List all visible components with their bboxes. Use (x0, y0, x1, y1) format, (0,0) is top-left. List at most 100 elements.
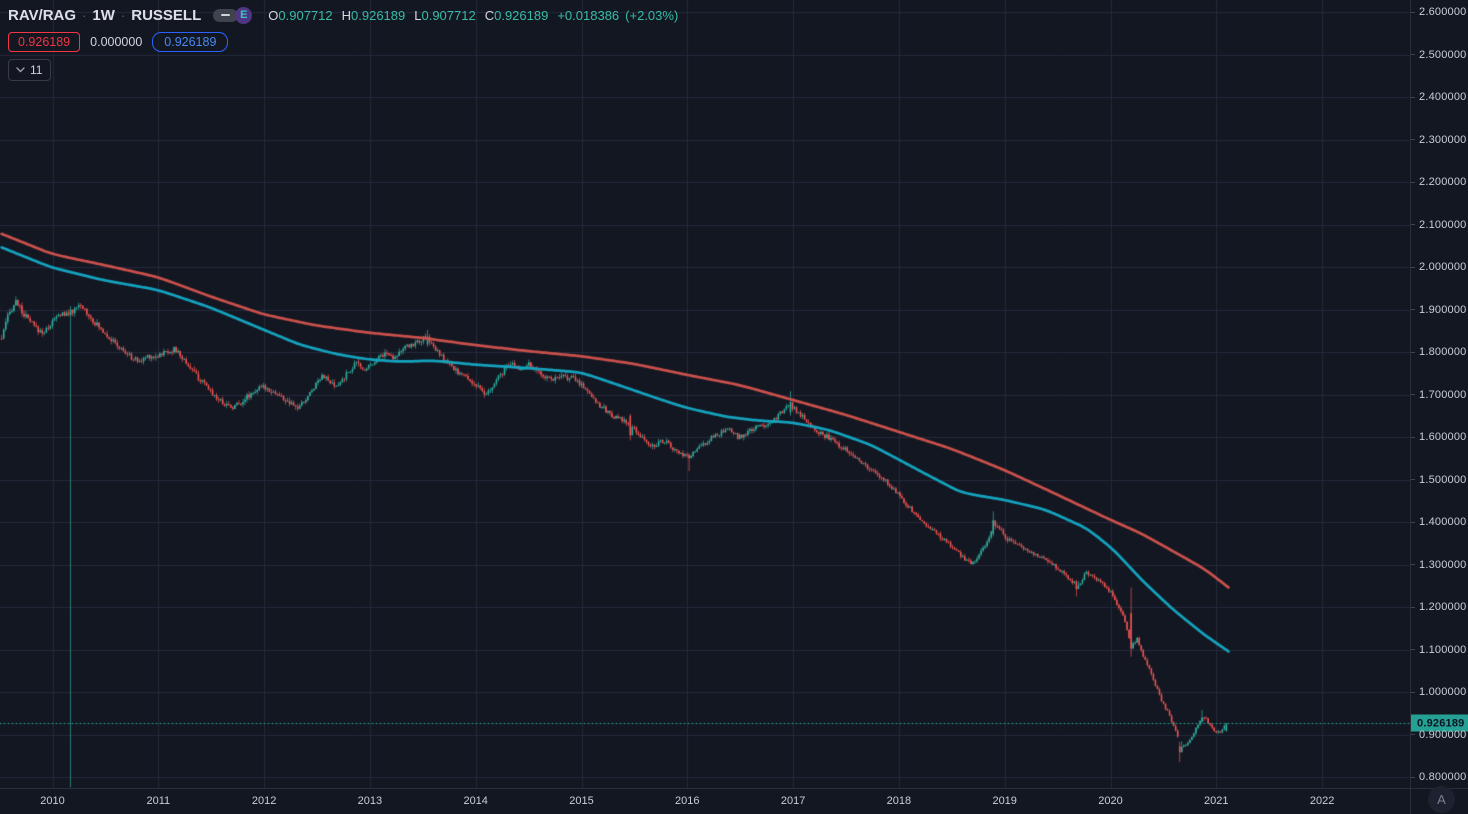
price-tick: 1.100000 (1411, 644, 1466, 656)
spread-value: 0.000000 (90, 35, 143, 49)
tick-mark (1411, 54, 1415, 55)
price-tick: 1.900000 (1411, 304, 1466, 316)
price-tick: 1.300000 (1411, 559, 1466, 571)
price-tick: 1.600000 (1411, 431, 1466, 443)
year-tick-label: 2016 (675, 795, 700, 807)
tick-mark (1411, 351, 1415, 353)
interval-label[interactable]: 1W (92, 6, 115, 24)
price-tick-label: 2.100000 (1419, 218, 1467, 231)
price-tick: 2.600000 (1411, 6, 1466, 18)
price-axis[interactable]: 0.926189 2.600000 2.500000 2.400000 2.30000… (1410, 0, 1468, 788)
hidden-items-count: 11 (30, 63, 43, 77)
tick-mark (1411, 309, 1415, 310)
high-label: H (341, 7, 352, 23)
tick-mark (1411, 691, 1415, 693)
tick-mark (1411, 11, 1415, 13)
price-tick-label: 2.600000 (1419, 6, 1467, 18)
separator-dot: · (82, 7, 87, 23)
tick-mark (1411, 224, 1415, 225)
tick-mark (1411, 734, 1415, 735)
change-percent: (+2.03%) (625, 7, 679, 23)
tick-mark (1411, 776, 1415, 778)
price-tick: 0.800000 (1411, 771, 1466, 783)
price-tick-label: 0.800000 (1419, 771, 1467, 783)
auto-scale-button[interactable]: A (1428, 786, 1455, 813)
chart-legend: RAV/RAG · 1W · RUSSELL E O 0.907712 H 0.92… (8, 4, 684, 81)
tick-mark (1411, 181, 1415, 183)
price-tick-label: 2.400000 (1419, 91, 1467, 103)
data-flag-icon[interactable]: E (235, 6, 253, 24)
quote-row: 0.926189 0.000000 0.926189 (8, 31, 684, 53)
time-axis[interactable]: 2010 2011 2012 2013 2014 2015 2016 2017 2018 2019… (0, 788, 1410, 814)
price-tick-label: 1.700000 (1419, 388, 1467, 401)
low-value: 0.907712 (421, 7, 476, 23)
ask-price-badge[interactable]: 0.926189 (152, 32, 229, 52)
price-tick: 2.200000 (1411, 176, 1466, 188)
price-tick-label: 1.900000 (1419, 303, 1467, 316)
tick-mark (1411, 479, 1415, 480)
open-value: 0.907712 (278, 7, 333, 23)
tick-mark (1411, 606, 1415, 608)
price-tick-label: 1.200000 (1419, 601, 1467, 613)
legend-title-row: RAV/RAG · 1W · RUSSELL E O 0.907712 H 0.92… (8, 4, 684, 26)
tick-mark (1411, 649, 1415, 650)
year-tick-label: 2013 (357, 795, 383, 807)
low-label: L (414, 7, 422, 23)
year-tick-label: 2017 (780, 795, 806, 807)
symbol-title[interactable]: RAV/RAG (8, 6, 77, 24)
tick-mark (1411, 139, 1415, 140)
change-value: +0.018386 (557, 7, 620, 23)
price-tick-label: 0.900000 (1419, 728, 1467, 741)
year-tick-label: 2011 (146, 795, 171, 807)
price-tick: 2.300000 (1411, 134, 1466, 146)
price-tick-label: 1.000000 (1419, 686, 1467, 698)
year-tick-label: 2018 (886, 795, 912, 807)
close-label: C (484, 7, 495, 23)
chevron-down-icon (16, 67, 25, 73)
price-tick: 2.400000 (1411, 91, 1466, 103)
legend-icons: E (213, 6, 253, 24)
tick-mark (1411, 394, 1415, 395)
tick-mark (1411, 521, 1415, 523)
price-tick-label: 1.400000 (1419, 516, 1467, 528)
price-tick: 2.000000 (1411, 261, 1466, 273)
visibility-toggle-icon[interactable] (213, 8, 239, 22)
close-value: 0.926189 (494, 7, 549, 23)
year-tick-label: 2019 (992, 795, 1017, 807)
year-tick-label: 2022 (1309, 795, 1335, 807)
separator-dot: · (120, 7, 126, 23)
minus-icon (221, 14, 231, 16)
tick-mark (1411, 564, 1415, 565)
price-tick-label: 2.200000 (1419, 176, 1467, 188)
high-value: 0.926189 (351, 7, 406, 23)
exchange-label[interactable]: RUSSELL (131, 6, 202, 24)
year-tick-label: 2014 (463, 795, 488, 807)
year-tick-label: 2020 (1098, 795, 1123, 807)
price-tick: 0.900000 (1411, 729, 1466, 741)
price-tick-label: 2.000000 (1419, 261, 1467, 273)
bid-price-badge[interactable]: 0.926189 (8, 32, 81, 52)
price-tick-label: 1.100000 (1419, 643, 1467, 656)
price-tick-label: 1.800000 (1419, 346, 1467, 358)
price-tick-label: 1.500000 (1419, 473, 1467, 486)
price-tick: 2.100000 (1411, 219, 1466, 231)
year-tick-label: 2012 (251, 795, 277, 807)
price-tick: 1.400000 (1411, 516, 1466, 528)
price-tick-label: 2.500000 (1419, 48, 1467, 61)
price-tick-label: 1.300000 (1419, 558, 1467, 571)
tick-mark (1411, 436, 1415, 438)
price-tick: 1.700000 (1411, 389, 1466, 401)
price-tick-label: 1.600000 (1419, 431, 1467, 443)
tick-mark (1411, 266, 1415, 268)
price-tick: 2.500000 (1411, 49, 1466, 61)
last-price-badge: 0.926189 (1411, 714, 1468, 732)
open-label: O (268, 7, 279, 23)
ohlc-readout: O 0.907712 H 0.926189 L 0.907712 C 0.926189 … (268, 8, 684, 23)
legend-collapse-row: 11 (8, 59, 684, 81)
price-tick: 1.000000 (1411, 686, 1466, 698)
price-chart-canvas[interactable] (0, 0, 1410, 788)
year-tick-label: 2015 (569, 795, 594, 807)
year-tick-label: 2010 (40, 795, 65, 807)
legend-collapse-button[interactable]: 11 (8, 59, 52, 81)
price-tick: 1.200000 (1411, 601, 1466, 613)
